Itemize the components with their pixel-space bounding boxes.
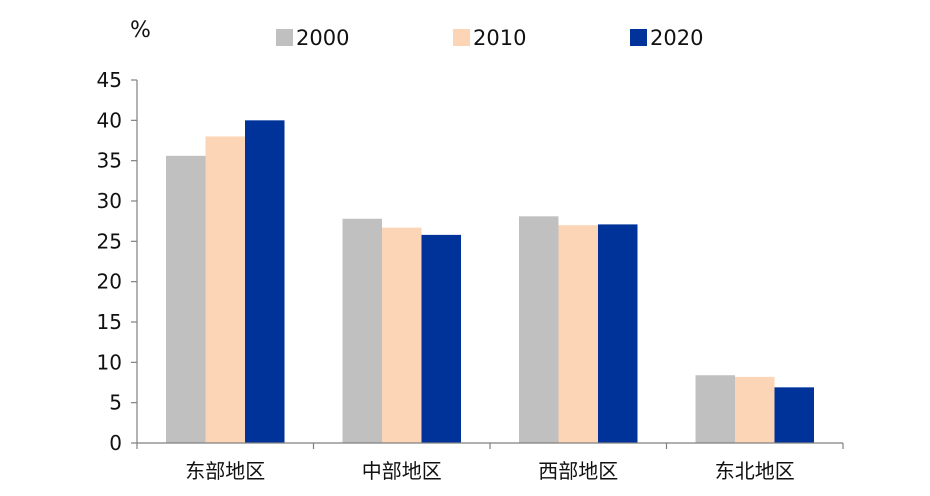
category-label: 西部地区: [538, 459, 618, 483]
legend-swatch-2010: [453, 29, 470, 46]
y-axis-ticks: 0 5 10 15 20 25 30 35 40 45: [97, 68, 137, 455]
legend-swatch-2000: [276, 29, 293, 46]
category-label: 东北地区: [715, 459, 795, 483]
y-tick-label: 25: [97, 229, 122, 253]
bars: [166, 120, 814, 443]
bar-2010-4: [735, 376, 775, 443]
bar-2000-1: [166, 155, 206, 443]
y-tick-label: 10: [97, 350, 122, 374]
legend-label-2010: 2010: [473, 26, 526, 50]
y-tick-label: 15: [97, 310, 122, 334]
y-tick-label: 45: [97, 68, 122, 92]
bar-2020-1: [245, 120, 285, 443]
y-tick-label: 40: [97, 108, 122, 132]
y-tick-label: 0: [109, 431, 122, 455]
bar-2000-2: [342, 218, 382, 443]
y-tick-label: 20: [97, 270, 122, 294]
category-label: 中部地区: [362, 459, 442, 483]
bar-2000-3: [519, 216, 559, 443]
bar-2020-2: [421, 234, 461, 443]
y-axis-unit-label: %: [130, 18, 151, 43]
bar-2020-4: [774, 387, 814, 443]
x-axis-ticks: 东部地区 中部地区 西部地区 东北地区: [136, 443, 844, 483]
y-tick-label: 5: [109, 391, 122, 415]
bar-2010-3: [558, 225, 598, 443]
bar-2010-1: [205, 136, 245, 443]
legend: 2000 2010 2020: [276, 26, 703, 50]
y-tick-label: 30: [97, 189, 122, 213]
bar-2020-3: [598, 224, 638, 443]
legend-label-2000: 2000: [296, 26, 349, 50]
bar-2010-2: [382, 227, 422, 443]
category-label: 东部地区: [185, 459, 265, 483]
legend-swatch-2020: [630, 29, 647, 46]
legend-label-2020: 2020: [650, 26, 703, 50]
y-tick-label: 35: [97, 149, 122, 173]
bar-2000-4: [695, 375, 735, 443]
